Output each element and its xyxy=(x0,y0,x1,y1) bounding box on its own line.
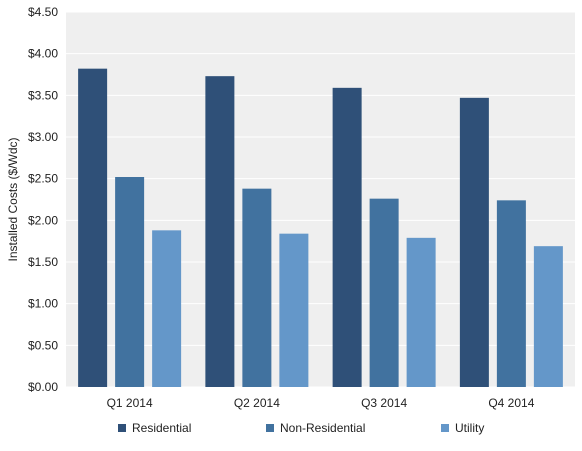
legend: Residential Non-Residential Utility xyxy=(0,421,582,441)
x-axis-ticks: Q1 2014 Q2 2014 Q3 2014 Q4 2014 xyxy=(107,396,535,410)
legend-item-utility: Utility xyxy=(441,421,484,435)
bar-non-residential-q1-2014 xyxy=(115,177,145,387)
y-tick-label: $4.00 xyxy=(28,47,58,61)
y-tick-label: $3.50 xyxy=(28,88,58,102)
y-axis-label: Installed Costs ($/Wdc) xyxy=(6,137,20,261)
x-tick-label: Q4 2014 xyxy=(488,396,534,410)
bar-utility-q2-2014 xyxy=(279,233,309,387)
bar-residential-q3-2014 xyxy=(332,87,362,387)
bars xyxy=(78,68,563,388)
bar-residential-q4-2014 xyxy=(459,97,489,387)
y-tick-label: $2.50 xyxy=(28,172,58,186)
x-tick-label: Q1 2014 xyxy=(107,396,153,410)
legend-swatch-residential xyxy=(118,424,126,432)
y-tick-label: $0.00 xyxy=(28,380,58,394)
bar-utility-q3-2014 xyxy=(406,237,436,387)
y-axis-ticks: $0.00 $0.50 $1.00 $1.50 $2.00 $2.50 $3.00 $3.50… xyxy=(28,5,58,394)
bar-residential-q1-2014 xyxy=(78,68,108,388)
y-tick-label: $2.00 xyxy=(28,213,58,227)
x-tick-label: Q2 2014 xyxy=(234,396,280,410)
bar-non-residential-q2-2014 xyxy=(242,188,272,387)
legend-label-non-residential: Non-Residential xyxy=(280,421,366,435)
y-tick-label: $1.50 xyxy=(28,255,58,269)
y-tick-label: $3.00 xyxy=(28,130,58,144)
x-tick-label: Q3 2014 xyxy=(361,396,407,410)
gridlines xyxy=(66,11,575,388)
plot-area xyxy=(66,12,575,387)
legend-swatch-utility xyxy=(441,424,449,432)
legend-label-residential: Residential xyxy=(132,421,192,435)
bar-utility-q4-2014 xyxy=(533,246,563,387)
legend-item-residential: Residential xyxy=(118,421,191,435)
legend-item-non-residential: Non-Residential xyxy=(266,421,365,435)
y-tick-label: $4.50 xyxy=(28,5,58,19)
legend-swatch-non-residential xyxy=(266,424,274,432)
bar-utility-q1-2014 xyxy=(152,230,182,387)
bar-non-residential-q4-2014 xyxy=(496,200,526,387)
bar-residential-q2-2014 xyxy=(205,76,235,388)
y-tick-label: $0.50 xyxy=(28,338,58,352)
bar-non-residential-q3-2014 xyxy=(369,198,399,387)
legend-label-utility: Utility xyxy=(455,421,485,435)
y-tick-label: $1.00 xyxy=(28,297,58,311)
